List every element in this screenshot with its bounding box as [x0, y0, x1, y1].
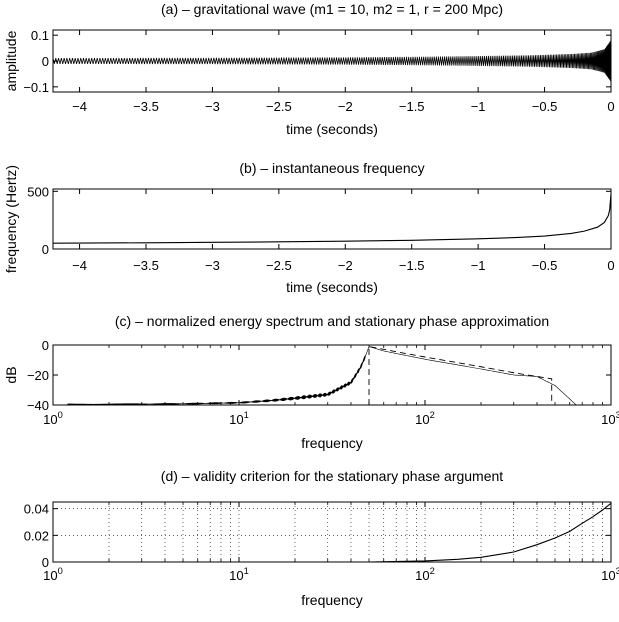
plot-area — [53, 40, 611, 82]
plot-area — [67, 345, 577, 405]
panel-title: (a) – gravitational wave (m1 = 10, m2 = … — [161, 1, 503, 17]
x-tick-label: −4 — [72, 99, 87, 114]
panel-d: (d) – validity criterion for the station… — [24, 468, 619, 608]
axes-box — [52, 344, 612, 406]
y-tick-label: 0 — [42, 54, 49, 69]
panel-c: (c) – normalized energy spectrum and sta… — [3, 313, 619, 451]
x-tick-label: −3.5 — [133, 99, 159, 114]
approximation-line — [368, 345, 553, 405]
x-tick-label: −1.5 — [399, 99, 425, 114]
x-tick-label: −1.5 — [399, 258, 425, 273]
y-tick-label: 0.02 — [24, 528, 49, 543]
x-axis-label: frequency — [301, 592, 362, 608]
x-tick-label: −2.5 — [266, 258, 292, 273]
axes-box — [52, 188, 612, 250]
x-tick-label: 103 — [601, 410, 619, 427]
y-axis-label: dB — [3, 366, 19, 383]
y-tick-label: 500 — [27, 184, 49, 199]
y-tick-label: −20 — [27, 368, 49, 383]
x-tick-label: −0.5 — [532, 258, 558, 273]
x-tick-label: 0 — [607, 99, 614, 114]
grid — [53, 502, 611, 563]
series-line — [368, 502, 611, 562]
y-tick-label: 0 — [42, 555, 49, 570]
x-axis-label: time (seconds) — [286, 279, 378, 295]
x-tick-label: 102 — [415, 410, 435, 427]
x-tick-label: 100 — [43, 566, 63, 583]
panel-b: (b) – instantaneous frequency −4 −3.5 −3 −2.… — [3, 160, 615, 295]
plot-area — [368, 502, 611, 562]
x-axis-label: frequency — [301, 435, 362, 451]
y-axis-label: frequency (Hertz) — [3, 165, 19, 273]
x-tick-label: 100 — [43, 410, 63, 427]
x-tick-label: 102 — [415, 566, 435, 583]
y-axis-label: amplitude — [3, 30, 19, 91]
x-tick-label: −4 — [72, 258, 87, 273]
x-tick-label: −2 — [338, 99, 353, 114]
y-tick-label: 0 — [42, 338, 49, 353]
x-tick-label: −1 — [471, 99, 486, 114]
plot-area — [53, 193, 611, 244]
y-tick-label: 0.1 — [31, 28, 49, 43]
y-tick-label: −0.1 — [23, 80, 49, 95]
x-tick-label: 101 — [229, 566, 249, 583]
x-tick-label: −2.5 — [266, 99, 292, 114]
x-tick-label: 103 — [601, 566, 619, 583]
x-tick-label: −3 — [205, 258, 220, 273]
x-tick-label: −1 — [471, 258, 486, 273]
series-line — [53, 40, 611, 82]
panel-a: (a) – gravitational wave (m1 = 10, m2 = … — [3, 1, 615, 137]
y-tick-label: 0 — [42, 242, 49, 257]
series-line — [67, 346, 577, 405]
panel-title: (c) – normalized energy spectrum and sta… — [115, 313, 549, 329]
x-tick-label: −0.5 — [532, 99, 558, 114]
x-tick-label: −3.5 — [133, 258, 159, 273]
x-tick-label: −3 — [205, 99, 220, 114]
x-tick-label: 101 — [229, 410, 249, 427]
y-tick-label: 0.04 — [24, 502, 49, 517]
x-tick-label: −2 — [338, 258, 353, 273]
y-tick-label: −40 — [27, 398, 49, 413]
x-axis-label: time (seconds) — [286, 121, 378, 137]
panel-title: (d) – validity criterion for the station… — [161, 468, 503, 484]
series-line — [53, 193, 611, 244]
panel-title: (b) – instantaneous frequency — [239, 160, 424, 176]
axes-box — [52, 501, 612, 563]
x-tick-label: 0 — [607, 258, 614, 273]
